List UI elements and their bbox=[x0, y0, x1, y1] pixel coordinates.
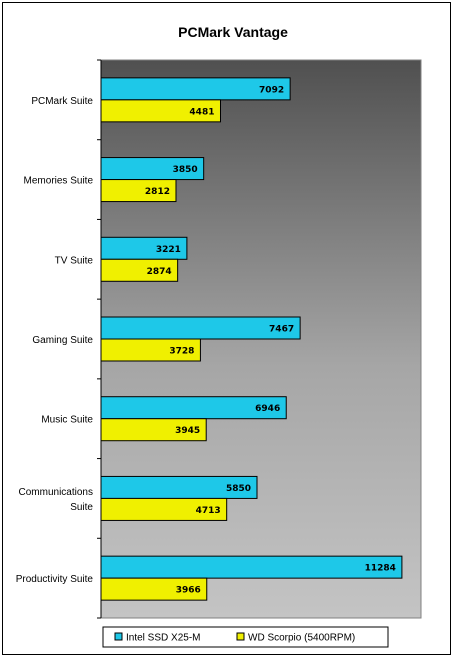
bar-wd-scorpio bbox=[100, 338, 201, 362]
chart-frame: PCMark Vantage PCMark Suite 7092 4481 Memor… bbox=[2, 2, 451, 655]
category-label: Music Suite bbox=[41, 415, 93, 426]
legend-box bbox=[102, 626, 389, 648]
legend-entry: Intel SSD X25-M bbox=[126, 633, 200, 644]
bar-wd-scorpio bbox=[100, 258, 179, 282]
data-label: 11284 bbox=[365, 564, 396, 574]
legend-swatch bbox=[236, 632, 245, 641]
data-label: 3966 bbox=[176, 586, 201, 596]
legend-entry: WD Scorpio (5400RPM) bbox=[248, 633, 355, 644]
bar-wd-scorpio bbox=[100, 179, 177, 203]
chart-marks: PCMark Suite 7092 4481 Memories Suite 3850 28… bbox=[16, 59, 403, 619]
data-label: 3945 bbox=[175, 426, 200, 436]
data-label: 2874 bbox=[147, 267, 172, 277]
category-label: PCMark Suite bbox=[31, 96, 93, 107]
data-label: 7092 bbox=[259, 85, 284, 95]
bar-wd-scorpio bbox=[100, 99, 221, 123]
bar-intel-ssd bbox=[100, 555, 403, 579]
bar-wd-scorpio bbox=[100, 577, 208, 601]
data-label: 6946 bbox=[255, 404, 280, 414]
data-label: 4713 bbox=[196, 506, 221, 516]
chart-title: PCMark Vantage bbox=[178, 24, 288, 40]
category-label: Gaming Suite bbox=[32, 335, 93, 346]
category-label: Memories Suite bbox=[24, 176, 94, 187]
category-label: Productivity Suite bbox=[16, 574, 94, 585]
data-label: 2812 bbox=[145, 187, 170, 197]
legend: Intel SSD X25-M WD Scorpio (5400RPM) bbox=[102, 626, 389, 648]
bar-wd-scorpio bbox=[100, 418, 207, 442]
legend-swatch bbox=[114, 632, 123, 641]
bar-chart: PCMark Vantage PCMark Suite 7092 4481 Memor… bbox=[16, 24, 422, 648]
data-label: 7467 bbox=[269, 325, 294, 335]
category-label: Communications bbox=[19, 487, 93, 498]
data-label: 3850 bbox=[173, 165, 198, 175]
category-label: Suite bbox=[70, 502, 93, 513]
data-label: 3728 bbox=[169, 347, 194, 357]
bar-wd-scorpio bbox=[100, 497, 228, 521]
category-label: TV Suite bbox=[55, 255, 94, 266]
data-label: 5850 bbox=[226, 484, 251, 494]
data-label: 3221 bbox=[156, 245, 181, 255]
data-label: 4481 bbox=[189, 107, 214, 117]
